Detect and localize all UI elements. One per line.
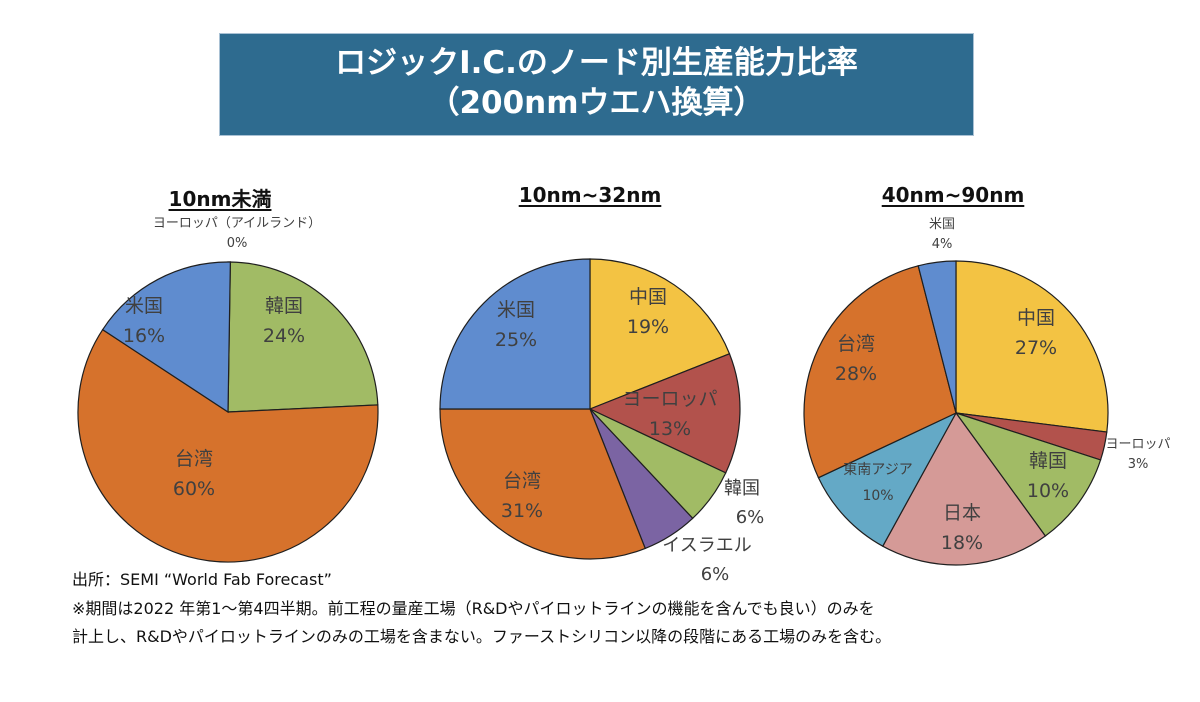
pie-value-1-0: 19% bbox=[627, 316, 669, 338]
pie-value-0-2: 60% bbox=[173, 478, 215, 500]
pie-slice-2-6 bbox=[917, 260, 957, 414]
pie-slice-1-1 bbox=[588, 353, 741, 474]
pie-label-2-5: 台湾 bbox=[837, 333, 875, 355]
pie-label-0-3: 米国 bbox=[125, 295, 163, 317]
pie-label-2-3: 日本 bbox=[943, 502, 981, 524]
pie-label-1-5: 米国 bbox=[497, 299, 535, 321]
pie-value-2-2: 10% bbox=[1027, 480, 1069, 502]
pie-value-0-0: 0% bbox=[227, 236, 248, 251]
footnote-line-2: 計上し、R&Dやパイロットラインのみの工場を含まない。ファーストシリコン以降の段… bbox=[72, 627, 892, 646]
pie-label-2-4: 東南アジア bbox=[843, 462, 912, 478]
pie-slice-2-4 bbox=[817, 411, 958, 548]
pie-value-2-6: 4% bbox=[932, 237, 953, 252]
title-banner: ロジックI.C.のノード別生産能力比率 （200nmウエハ換算） bbox=[219, 33, 974, 136]
pie-label-1-2: 韓国 bbox=[724, 478, 760, 499]
pie-value-2-1: 3% bbox=[1128, 457, 1149, 472]
pie-slice-1-4 bbox=[439, 408, 646, 560]
pie-label-0-0: ヨーロッパ（アイルランド） bbox=[153, 216, 321, 231]
pie-chart-40-90nm: 中国 27% ヨーロッパ 3% 韓国 10% 日本 18% 東南アジア 10% 台湾 28% 米国 4% bbox=[803, 217, 1171, 566]
pie-value-2-3: 18% bbox=[941, 532, 983, 554]
chart-title-below-10nm: 10nm未満 bbox=[168, 187, 272, 211]
pie-chart-below-10nm: ヨーロッパ（アイルランド） 0% 韓国 24% 台湾 60% 米国 16% bbox=[77, 216, 379, 563]
title-line-2: （200nmウエハ換算） bbox=[428, 85, 765, 121]
pie-slice-0-1 bbox=[227, 261, 379, 413]
chart-title-40-90nm: 40nm~90nm bbox=[881, 183, 1025, 207]
pie-slice-1-5 bbox=[439, 258, 591, 410]
footnote-line-1: ※期間は2022 年第1～第4四半期。前工程の量産工場（R&Dやパイロットライン… bbox=[72, 599, 875, 618]
pie-slice-2-0 bbox=[955, 260, 1109, 433]
pie-label-1-3: イスラエル bbox=[662, 535, 751, 556]
pie-value-0-3: 16% bbox=[123, 325, 165, 347]
pie-label-0-2: 台湾 bbox=[175, 448, 213, 470]
pie-label-2-1: ヨーロッパ bbox=[1105, 437, 1170, 452]
pie-value-2-0: 27% bbox=[1015, 337, 1057, 359]
source-note: 出所：SEMI “World Fab Forecast” bbox=[72, 570, 332, 589]
pie-slice-0-2 bbox=[77, 328, 379, 563]
pie-value-1-5: 25% bbox=[495, 329, 537, 351]
pie-value-1-1: 13% bbox=[649, 418, 691, 440]
pie-value-1-4: 31% bbox=[501, 500, 543, 522]
pie-slice-0-3 bbox=[101, 261, 231, 414]
pie-value-1-2: 6% bbox=[736, 507, 765, 528]
pie-value-1-3: 6% bbox=[701, 564, 730, 585]
pie-label-2-0: 中国 bbox=[1017, 307, 1055, 329]
pie-label-1-1: ヨーロッパ bbox=[622, 388, 717, 410]
pie-label-2-2: 韓国 bbox=[1029, 450, 1067, 472]
pie-value-2-5: 28% bbox=[835, 363, 877, 385]
pie-slice-2-5 bbox=[803, 265, 957, 479]
pie-value-2-4: 10% bbox=[862, 488, 893, 504]
pie-slice-1-0 bbox=[589, 258, 731, 410]
title-line-1: ロジックI.C.のノード別生産能力比率 bbox=[335, 45, 858, 81]
pie-chart-10-32nm: 中国 19% ヨーロッパ 13% 韓国 6% イスラエル 6% 台湾 31% 米国 25% bbox=[439, 258, 765, 585]
pie-label-0-1: 韓国 bbox=[265, 295, 303, 317]
pie-slice-2-2 bbox=[954, 411, 1102, 537]
pie-value-0-1: 24% bbox=[263, 325, 305, 347]
pie-slice-2-3 bbox=[881, 411, 1047, 566]
pie-label-1-0: 中国 bbox=[629, 286, 667, 308]
pie-label-2-6: 米国 bbox=[929, 217, 955, 232]
pie-label-1-4: 台湾 bbox=[503, 470, 541, 492]
chart-title-10-32nm: 10nm~32nm bbox=[518, 183, 662, 207]
